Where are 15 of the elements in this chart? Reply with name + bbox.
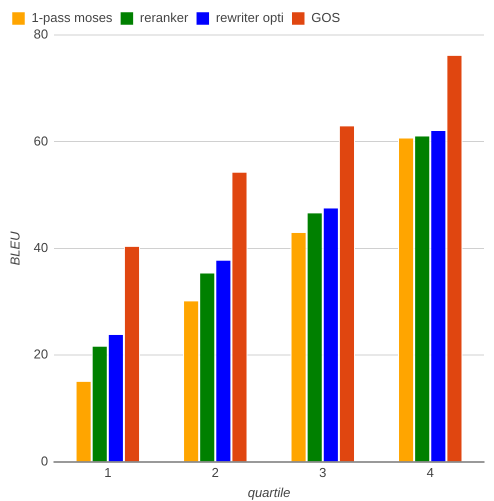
x-tick-label: 4 <box>426 465 434 480</box>
y-axis-title: BLEU <box>7 230 22 266</box>
legend-label: reranker <box>140 10 189 26</box>
y-tick-label: 20 <box>34 346 48 362</box>
y-tick-label: 0 <box>40 453 48 468</box>
x-axis-title: quartile <box>248 484 290 500</box>
y-tick-label: 80 <box>34 26 48 42</box>
x-tick-label: 3 <box>319 465 326 480</box>
y-tick-label: 40 <box>34 240 48 255</box>
x-tick-label: 2 <box>212 465 219 480</box>
y-tick-label: 60 <box>34 133 48 148</box>
legend-label: rewriter opti <box>216 10 284 26</box>
legend-label: 1-pass moses <box>32 10 113 26</box>
legend-label: GOS <box>311 10 340 26</box>
x-tick-label: 1 <box>104 465 112 480</box>
